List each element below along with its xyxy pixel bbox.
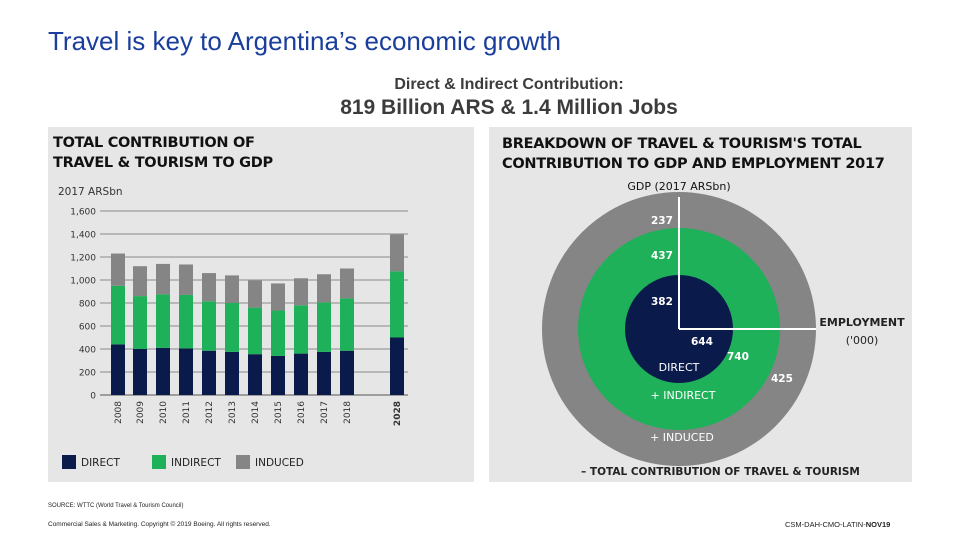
ring-label-induced: + INDUCED: [650, 431, 714, 444]
x-tick-label: 2009: [136, 401, 146, 424]
bar-indirect-2013: [225, 303, 239, 352]
y-tick-label: 1,400: [70, 231, 96, 241]
bar-direct-2008: [111, 344, 125, 395]
legend-label-direct: DIRECT: [81, 457, 120, 469]
legend-swatch-direct: [62, 455, 76, 469]
subtitle-line-2: 819 Billion ARS & 1.4 Million Jobs: [340, 96, 678, 119]
gdp-value-induced: 237: [651, 215, 673, 227]
legend-swatch-induced: [236, 455, 250, 469]
bar-induced-2011: [179, 264, 193, 295]
bar-direct-2010: [156, 347, 170, 395]
bar-indirect-2018: [340, 298, 354, 351]
x-tick-label: 2011: [182, 401, 192, 424]
y-tick-label: 0: [90, 392, 96, 402]
bar-indirect-2008: [111, 285, 125, 345]
document-code-prefix: CSM-DAH-CMO-LATIN-: [785, 520, 866, 529]
bar-chart-title-line-1: TOTAL CONTRIBUTION OF: [53, 135, 255, 151]
bar-direct-2018: [340, 350, 354, 395]
y-tick-label: 200: [79, 369, 96, 379]
x-tick-label: 2012: [205, 401, 215, 424]
total-contribution-note: – TOTAL CONTRIBUTION OF TRAVEL & TOURISM: [581, 466, 860, 478]
bar-direct-2028: [390, 337, 404, 395]
ring-chart-title-line-1: BREAKDOWN OF TRAVEL & TOURISM'S TOTAL: [502, 136, 862, 152]
document-code-suffix: NOV19: [865, 520, 891, 529]
slide-title: Travel is key to Argentina’s economic gr…: [48, 26, 562, 56]
employment-value-direct: 644: [691, 336, 713, 348]
y-tick-label: 1,600: [70, 208, 96, 218]
bar-chart-title-line-2: TRAVEL & TOURISM TO GDP: [53, 155, 273, 171]
bar-indirect-2012: [202, 301, 216, 351]
bar-induced-2008: [111, 253, 125, 286]
bar-indirect-2015: [271, 310, 285, 356]
legend-label-induced: INDUCED: [255, 457, 304, 469]
x-tick-label: 2008: [114, 401, 124, 424]
ring-label-indirect: + INDIRECT: [651, 389, 716, 402]
y-tick-label: 600: [79, 323, 96, 333]
legend-label-indirect: INDIRECT: [171, 457, 221, 469]
gdp-value-indirect: 437: [651, 250, 673, 262]
stacked-bar-chart: 2017 ARSbn 1,600 1,400 1,200 1,000 800 600 400…: [58, 186, 408, 469]
bar-induced-2012: [202, 273, 216, 302]
bar-induced-2013: [225, 275, 239, 303]
bar-direct-2015: [271, 355, 285, 395]
y-tick-label: 400: [79, 346, 96, 356]
x-tick-label: 2028: [393, 401, 403, 426]
ring-chart-title-line-2: CONTRIBUTION TO GDP AND EMPLOYMENT 2017: [502, 156, 885, 172]
x-tick-label: 2015: [274, 401, 284, 424]
breakdown-panel: BREAKDOWN OF TRAVEL & TOURISM'S TOTAL CO…: [489, 127, 912, 482]
y-tick-label: 800: [79, 300, 96, 310]
x-tick-label: 2018: [343, 401, 353, 424]
subtitle-line-1: Direct & Indirect Contribution:: [394, 76, 624, 93]
bar-indirect-2017: [317, 302, 331, 352]
bar-indirect-2010: [156, 294, 170, 348]
bar-indirect-2009: [133, 296, 147, 349]
gdp-value-direct: 382: [651, 296, 673, 308]
bar-direct-2014: [248, 354, 262, 395]
gdp-contribution-panel: TOTAL CONTRIBUTION OF TRAVEL & TOURISM T…: [48, 127, 474, 482]
bar-induced-2018: [340, 268, 354, 299]
legend-swatch-indirect: [152, 455, 166, 469]
y-axis-label: 2017 ARSbn: [58, 186, 123, 198]
x-tick-label: 2014: [251, 401, 261, 424]
bar-direct-2009: [133, 349, 147, 395]
bar-direct-2016: [294, 353, 308, 395]
bar-direct-2017: [317, 351, 331, 395]
concentric-ring-chart: GDP (2017 ARSbn) 237 437 382 644 740 425…: [542, 180, 905, 478]
x-tick-label: 2017: [320, 401, 330, 424]
bar-induced-2015: [271, 283, 285, 311]
x-tick-label: 2013: [228, 401, 238, 424]
employment-unit-label: ('000): [846, 334, 879, 347]
employment-value-indirect: 740: [727, 351, 749, 363]
bar-indirect-2011: [179, 294, 193, 349]
bar-indirect-2028: [390, 271, 404, 338]
bar-induced-2017: [317, 274, 331, 303]
bar-induced-2009: [133, 266, 147, 297]
bar-induced-2016: [294, 278, 308, 306]
document-code: CSM-DAH-CMO-LATIN-NOV19: [785, 520, 890, 529]
x-tick-label: 2016: [297, 401, 307, 424]
x-tick-label: 2010: [159, 401, 169, 424]
bar-direct-2012: [202, 350, 216, 395]
ring-label-direct: DIRECT: [659, 361, 700, 374]
bar-direct-2011: [179, 348, 193, 395]
bar-indirect-2014: [248, 307, 262, 355]
gdp-axis-label: GDP (2017 ARSbn): [627, 180, 730, 193]
bar-induced-2014: [248, 280, 262, 308]
y-tick-label: 1,000: [70, 277, 96, 287]
copyright-notice: Commercial Sales & Marketing. Copyright …: [48, 521, 271, 528]
employment-value-induced: 425: [771, 373, 793, 385]
employment-axis-label: EMPLOYMENT: [819, 316, 905, 329]
bar-induced-2028: [390, 234, 404, 272]
bar-direct-2013: [225, 351, 239, 395]
y-tick-label: 1,200: [70, 254, 96, 264]
bar-induced-2010: [156, 263, 170, 295]
bar-indirect-2016: [294, 305, 308, 354]
source-note: SOURCE: WTTC (World Travel & Tourism Cou…: [48, 503, 184, 509]
